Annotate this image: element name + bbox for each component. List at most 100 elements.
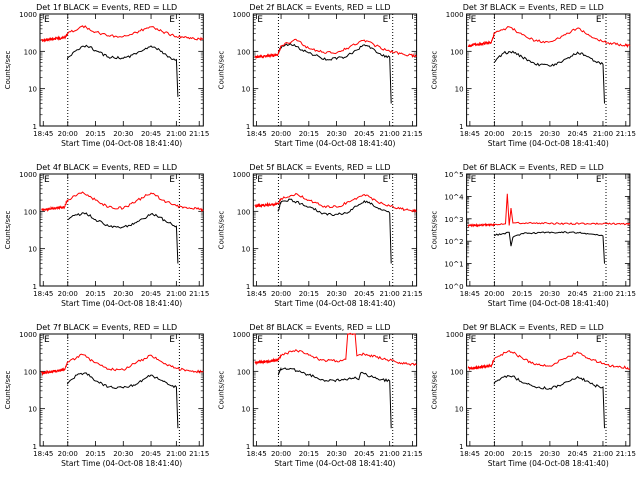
y-tick-label: 1 [246, 443, 250, 451]
x-tick-label: 20:45 [568, 130, 588, 138]
y-axis-label: Counts/sec [431, 51, 439, 90]
x-tick-label: 20:00 [271, 450, 291, 458]
e-marker-label: E [44, 15, 50, 25]
y-tick-label: 1000 [232, 331, 250, 339]
y-axis-label: Counts/sec [4, 51, 12, 90]
plot-frame [252, 13, 418, 127]
x-tick-label: 20:45 [568, 450, 588, 458]
x-axis-label: Start Time (04-Oct-08 18:41:40) [61, 139, 182, 148]
x-tick-label: 20:30 [326, 450, 346, 458]
chart-title: Det 9f BLACK = Events, RED = LLD [463, 323, 604, 332]
y-axis-label: Counts/sec [217, 211, 225, 250]
y-tick-label: 1000 [19, 11, 37, 19]
chart-panel-3: Det 3f BLACK = Events, RED = LLD Counts/s… [431, 3, 636, 148]
x-tick-label: 18:45 [460, 130, 480, 138]
x-tick-label: 21:15 [189, 130, 209, 138]
x-tick-label: 20:15 [299, 450, 319, 458]
e-marker-label: E [596, 335, 602, 345]
series-line-lld [41, 25, 204, 43]
plot-frame [39, 13, 204, 127]
y-tick-label: 10 [455, 406, 464, 414]
y-tick-label: 100 [24, 208, 37, 216]
y-tick-label: 100 [237, 208, 250, 216]
x-tick-label: 20:15 [299, 130, 319, 138]
x-tick-label: 20:00 [58, 450, 78, 458]
chart-title: Det 2f BLACK = Events, RED = LLD [249, 3, 390, 12]
x-axis-label: Start Time (04-Oct-08 18:41:40) [488, 459, 609, 468]
e-marker-label: E [383, 335, 389, 345]
x-tick-label: 20:45 [141, 130, 161, 138]
e-marker-label: E [44, 175, 50, 185]
series-line-lld [254, 332, 417, 366]
x-tick-label: 18:45 [246, 450, 266, 458]
e-marker-label: E [471, 175, 477, 185]
y-tick-label: 10 [28, 246, 37, 254]
series-line-events [277, 43, 392, 104]
x-tick-label: 21:00 [166, 130, 186, 138]
chart-panel-4: Det 4f BLACK = Events, RED = LLD Counts/s… [4, 163, 209, 308]
series-line-lld [467, 349, 631, 371]
x-tick-label: 21:15 [616, 290, 636, 298]
y-tick-label: 1 [459, 123, 463, 131]
x-tick-label: 20:15 [512, 290, 532, 298]
x-tick-label: 20:00 [484, 130, 504, 138]
e-marker-label: E [169, 335, 175, 345]
e-marker-label: E [471, 15, 477, 25]
x-tick-label: 20:00 [271, 290, 291, 298]
series-line-lld [254, 38, 417, 60]
plot-frame [39, 333, 204, 447]
y-tick-label: 10 [455, 86, 464, 94]
x-tick-label: 20:00 [58, 130, 78, 138]
y-tick-label: 1000 [19, 331, 37, 339]
y-tick-label: 10 [28, 86, 37, 94]
y-tick-label: 1000 [232, 171, 250, 179]
chart-title: Det 3f BLACK = Events, RED = LLD [463, 3, 604, 12]
x-tick-label: 18:45 [246, 130, 266, 138]
series-line-events [66, 44, 179, 97]
y-tick-label: 10 [28, 406, 37, 414]
y-axis-label: Counts/sec [431, 211, 439, 250]
x-tick-label: 18:45 [246, 290, 266, 298]
series-line-events [67, 212, 179, 264]
x-tick-label: 21:15 [189, 450, 209, 458]
e-marker-label: E [383, 175, 389, 185]
y-tick-label: 10^4 [444, 193, 464, 201]
x-axis-label: Start Time (04-Oct-08 18:41:40) [274, 139, 395, 148]
x-tick-label: 21:00 [380, 450, 400, 458]
y-axis-label: Counts/sec [217, 51, 225, 90]
x-tick-label: 21:00 [166, 450, 186, 458]
y-tick-label: 1 [246, 123, 250, 131]
x-tick-label: 20:15 [299, 290, 319, 298]
y-axis-label: Counts/sec [431, 371, 439, 410]
plot-frame [252, 173, 418, 287]
x-tick-label: 21:15 [616, 130, 636, 138]
e-marker-label: E [169, 15, 175, 25]
x-tick-label: 20:45 [354, 450, 374, 458]
series-line-events [277, 366, 392, 429]
x-axis-label: Start Time (04-Oct-08 18:41:40) [488, 299, 609, 308]
x-tick-label: 18:45 [460, 290, 480, 298]
x-tick-label: 21:00 [593, 450, 613, 458]
series-line-lld [467, 193, 631, 228]
e-marker-label: E [169, 175, 175, 185]
e-marker-label: E [257, 335, 263, 345]
series-line-events [277, 198, 392, 264]
y-tick-label: 1 [246, 283, 250, 291]
chart-title: Det 1f BLACK = Events, RED = LLD [36, 3, 177, 12]
x-axis-label: Start Time (04-Oct-08 18:41:40) [61, 459, 182, 468]
x-tick-label: 21:00 [380, 130, 400, 138]
y-tick-label: 100 [237, 48, 250, 56]
x-tick-label: 20:30 [326, 290, 346, 298]
plot-frame [252, 333, 418, 447]
y-tick-label: 100 [24, 48, 37, 56]
x-axis-label: Start Time (04-Oct-08 18:41:40) [274, 299, 395, 308]
e-marker-label: E [596, 15, 602, 25]
x-tick-label: 21:00 [166, 290, 186, 298]
e-marker-label: E [596, 175, 602, 185]
plot-frame [39, 173, 204, 287]
x-tick-label: 21:00 [593, 130, 613, 138]
e-marker-label: E [383, 15, 389, 25]
e-marker-label: E [44, 335, 50, 345]
y-tick-label: 10^3 [444, 216, 463, 224]
